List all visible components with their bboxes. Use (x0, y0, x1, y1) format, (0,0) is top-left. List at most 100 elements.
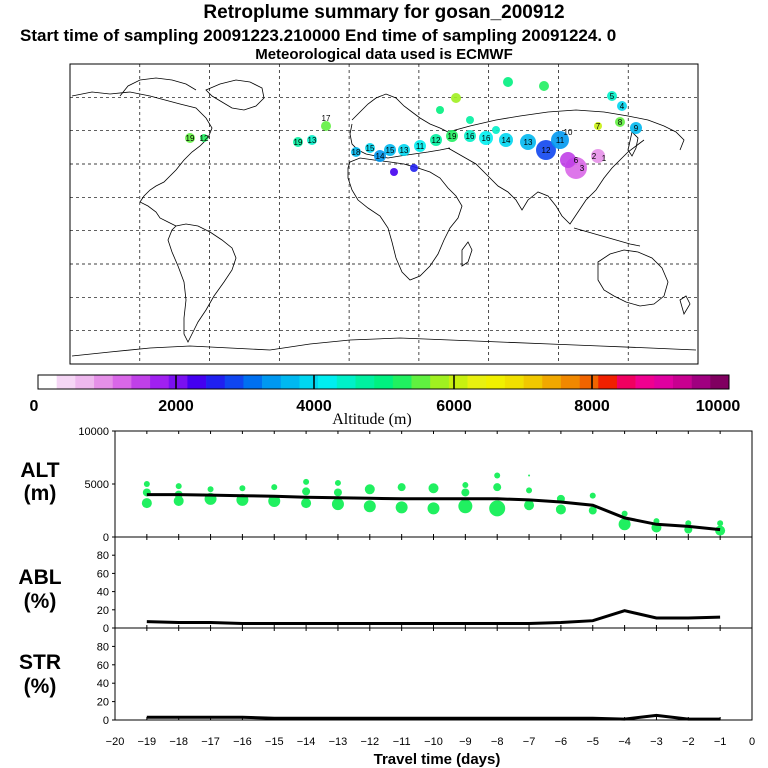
time-series-panels: ALT (m) ABL (%) STR (%) 0 5000 10000 0 20 40… (18, 426, 755, 768)
alt-point (589, 492, 596, 499)
colorbar-tick-labels: 0 2000 4000 6000 8000 10000 (30, 398, 741, 415)
x-tick-label: −7 (523, 736, 536, 748)
y-tick-label: 20 (97, 605, 109, 617)
plume-marker (492, 126, 500, 134)
plume-label: 8 (618, 118, 623, 127)
coast-indonesia (573, 227, 641, 247)
x-axis: −20 −19 −18 −17 −16 −15 −14 −13 −12 −11 −10 −9 −8 −7−… (106, 431, 755, 748)
colorbar-segment (523, 375, 543, 389)
plume-label: 13 (308, 136, 317, 145)
alt-point (303, 478, 310, 485)
plume-marker (615, 117, 625, 127)
plume-marker (365, 143, 375, 153)
alt-point (331, 498, 344, 511)
alt-point (717, 520, 724, 527)
alt-point (239, 485, 246, 492)
alt-panel-label: ALT (20, 459, 59, 482)
abl-panel-unit: (%) (24, 590, 57, 613)
alt-point (175, 483, 182, 490)
map-gridlines (70, 64, 698, 364)
plume-label: 11 (416, 142, 425, 151)
plume-label: 2 (592, 152, 597, 161)
alt-point (333, 488, 342, 497)
colorbar-segment (504, 375, 524, 389)
plume-label: 16 (482, 134, 491, 143)
y-tick-label: 0 (103, 623, 109, 635)
abl-panel-frame (114, 536, 753, 629)
y-tick-label: 10000 (78, 426, 109, 438)
alt-point (458, 499, 473, 514)
plume-label: 19 (294, 138, 303, 147)
plume-label: 15 (386, 146, 395, 155)
alt-point (428, 483, 439, 494)
y-tick-label: 20 (97, 697, 109, 709)
alt-point (302, 487, 311, 496)
plume-label: 3 (580, 164, 585, 173)
plume-label: 14 (376, 152, 385, 161)
alt-point (685, 520, 692, 527)
plume-marker (630, 122, 642, 134)
plume-marker (293, 137, 303, 147)
alt-point (526, 487, 533, 494)
colorbar-segment (187, 375, 207, 389)
x-tick-label: −20 (106, 736, 125, 748)
x-tick-label: −1 (714, 736, 727, 748)
coast-australia (597, 249, 669, 307)
colorbar-segment (430, 375, 450, 389)
colorbar-segment (38, 375, 57, 389)
colorbar-segment (280, 375, 300, 389)
colorbar-segment (224, 375, 244, 389)
y-tick-label: 80 (97, 641, 109, 653)
str-y-axis: 0 20 40 60 80 (97, 641, 115, 727)
plume-label: 19 (186, 134, 195, 143)
alt-point (271, 484, 278, 491)
coast-south-asia (447, 139, 645, 225)
colorbar-segment (392, 375, 412, 389)
cb-tick-2000: 2000 (158, 398, 194, 415)
colorbar-segment (355, 375, 375, 389)
plume-label: 18 (352, 148, 361, 157)
str-line (146, 713, 721, 721)
colorbar-segment (654, 375, 674, 389)
str-panel-unit: (%) (24, 675, 57, 698)
x-tick-label: −9 (459, 736, 472, 748)
alt-point (493, 483, 502, 492)
plume-label: 12 (542, 146, 551, 155)
coast-new-zealand (679, 295, 691, 315)
coast-greenland (205, 79, 265, 111)
x-tick-label: 0 (749, 736, 755, 748)
colorbar-segment (150, 375, 170, 389)
plume-marker (374, 150, 386, 162)
abl-line (146, 609, 721, 625)
alt-point (207, 486, 214, 493)
x-tick-label: −15 (265, 736, 284, 748)
colorbar-frame (37, 374, 730, 390)
colorbar-segment (542, 375, 562, 389)
y-tick-label: 40 (97, 678, 109, 690)
y-tick-label: 40 (97, 587, 109, 599)
x-tick-label: −17 (201, 736, 220, 748)
y-tick-label: 0 (103, 532, 109, 544)
x-tick-label: −6 (555, 736, 568, 748)
alt-point (494, 472, 501, 479)
x-tick-label: −13 (329, 736, 348, 748)
plume-marker (436, 106, 444, 114)
colorbar-segment (56, 375, 76, 389)
plume-marker (607, 91, 617, 101)
plume-marker (307, 135, 317, 145)
alt-point (489, 500, 506, 517)
x-tick-label: −3 (650, 736, 663, 748)
plume-marker (591, 149, 605, 163)
plume-label: 5 (610, 92, 615, 101)
colorbar-segment (710, 375, 730, 389)
y-tick-label: 5000 (85, 479, 109, 491)
alt-point (528, 474, 531, 477)
colorbar-segment (168, 375, 188, 389)
coast-north-america (71, 91, 213, 227)
x-tick-label: −14 (297, 736, 316, 748)
colorbar-segment (579, 375, 599, 389)
plume-label: 10 (564, 128, 573, 137)
